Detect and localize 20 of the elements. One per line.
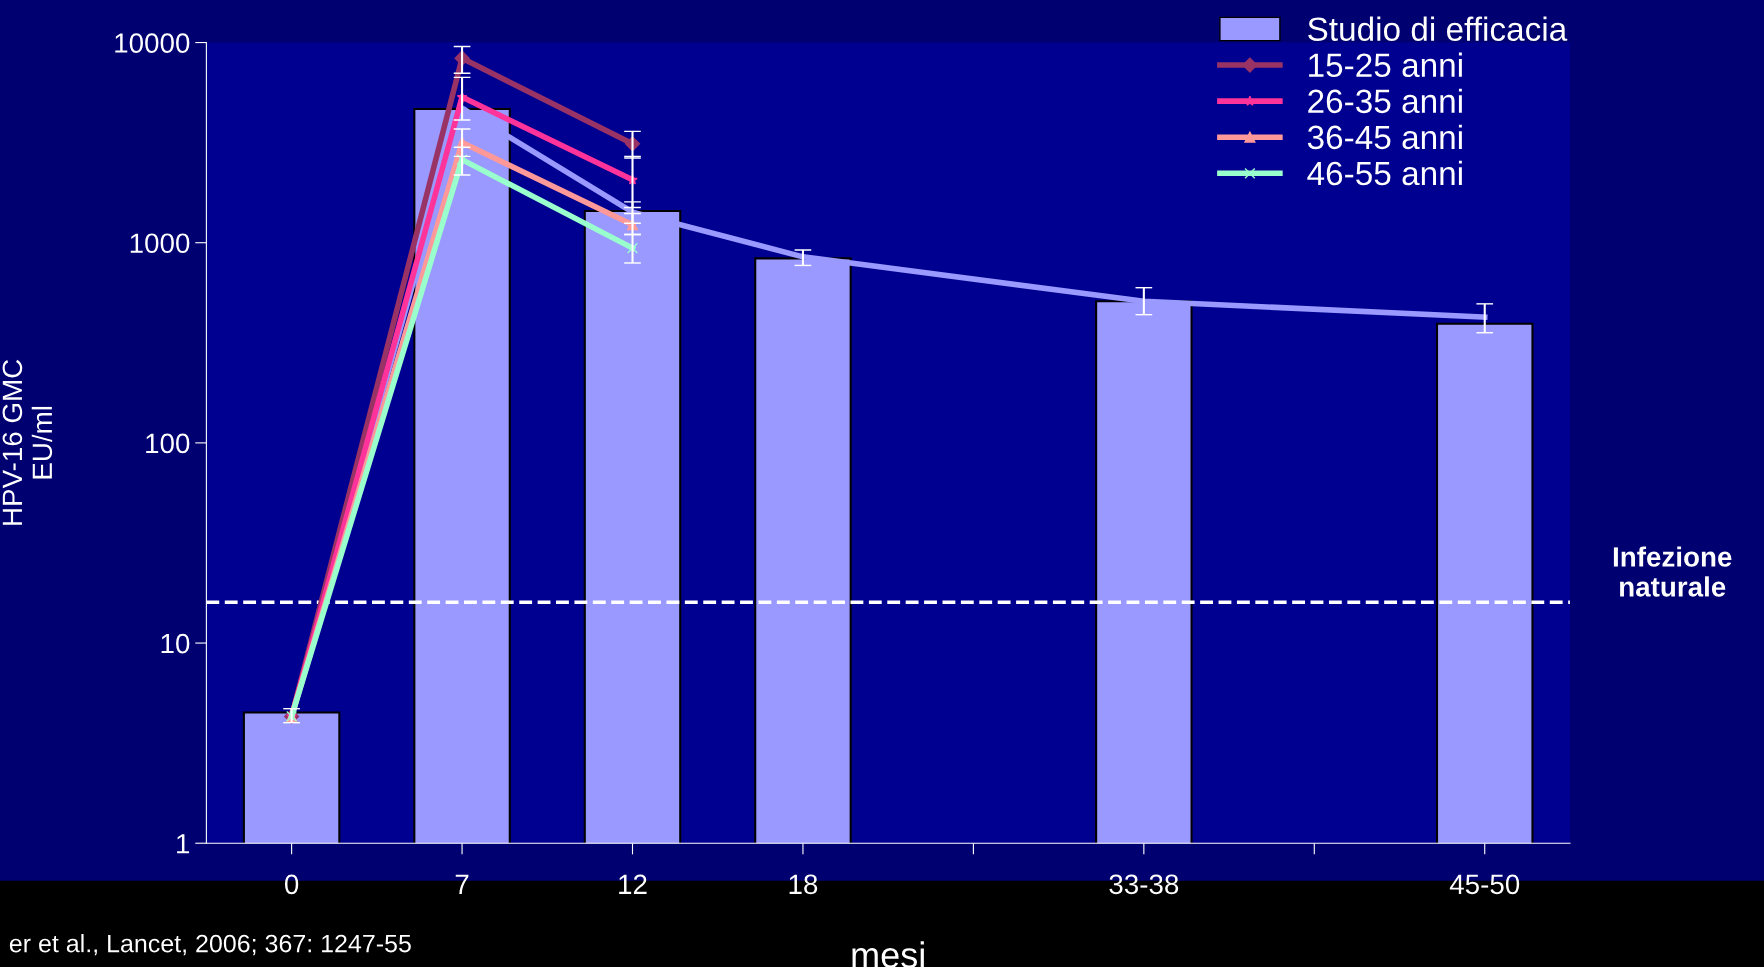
ref-line-label: Infezione naturale — [1613, 546, 1732, 597]
x-tick-label: 7 — [455, 874, 469, 894]
text: er et al., Lancet, 2006; 367: 1247-55 — [9, 934, 411, 956]
legend-label: 36-45 anni — [1307, 124, 1462, 150]
y-tick-label: 100 — [146, 433, 190, 454]
y-tick-label: 1000 — [130, 233, 190, 254]
y-axis-title: HPV-16 GMC EU/ml — [2, 359, 53, 525]
legend-label: 26-35 anni — [1308, 88, 1462, 114]
x-tick-label: 12 — [619, 874, 647, 894]
y-tick-label: 1 — [177, 834, 190, 854]
legend-label: Studio di efficacia — [1308, 16, 1568, 41]
x-tick-label: 0 — [284, 874, 299, 895]
legend-label: 15-25 anni — [1309, 52, 1462, 78]
x-tick-label: 18 — [789, 874, 818, 895]
x-tick-label: 33-38 — [1109, 874, 1179, 895]
legend-label: 46-55 anni — [1307, 160, 1462, 186]
x-axis-title: mesi — [852, 941, 924, 967]
y-tick-label: 10 — [161, 633, 190, 654]
x-tick-label: 45-50 — [1449, 874, 1520, 895]
y-tick-label: 10000 — [115, 33, 190, 53]
